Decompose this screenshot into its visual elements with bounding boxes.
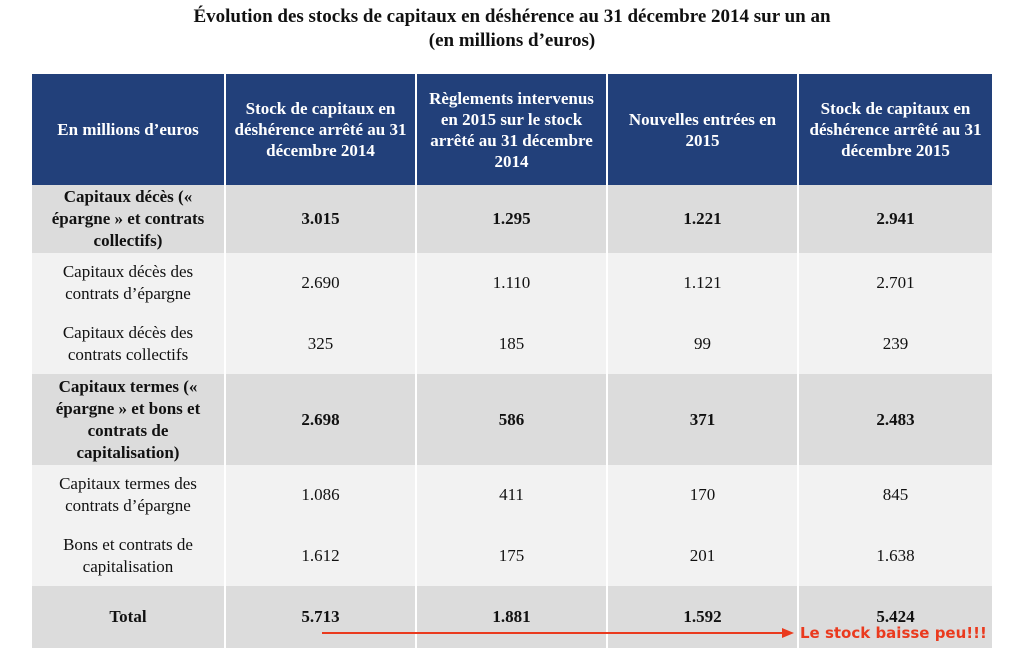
row-label: Capitaux décès des contrats collectifs: [32, 313, 226, 374]
row-label: Capitaux termes (« épargne » et bons et …: [32, 374, 226, 465]
header-cell-label: En millions d’euros: [32, 74, 226, 185]
title-line-1: Évolution des stocks de capitaux en désh…: [193, 6, 831, 27]
cell-nouvelles-entrees: 1.221: [607, 185, 799, 253]
table-row-deces-collectifs: Capitaux décès des contrats collectifs 3…: [32, 313, 992, 374]
cell-stock-2014: 3.015: [225, 185, 417, 253]
annotation-arrow-icon: [322, 628, 794, 638]
cell-reglements: 185: [416, 313, 608, 374]
row-label: Bons et contrats de capitalisation: [32, 525, 226, 586]
cell-stock-2015: 2.483: [798, 374, 992, 465]
cell-stock-2015: 239: [798, 313, 992, 374]
row-label: Total: [32, 586, 226, 648]
cell-nouvelles-entrees: 201: [607, 525, 799, 586]
cell-stock-2015: 5.424: [798, 586, 992, 648]
table-row-total: Total 5.713 1.881 1.592 5.424: [32, 586, 992, 648]
table-row-capitaux-deces: Capitaux décès (« épargne » et contrats …: [32, 185, 992, 253]
table-row-capitaux-termes: Capitaux termes (« épargne » et bons et …: [32, 374, 992, 465]
cell-reglements: 411: [416, 465, 608, 525]
table-row-bons-contrats: Bons et contrats de capitalisation 1.612…: [32, 525, 992, 586]
cell-reglements: 1.110: [416, 253, 608, 313]
header-cell-stock-2015: Stock de capitaux en déshérence arrêté a…: [798, 74, 992, 185]
table-row-deces-epargne: Capitaux décès des contrats d’épargne 2.…: [32, 253, 992, 313]
cell-reglements: 1.295: [416, 185, 608, 253]
cell-reglements: 175: [416, 525, 608, 586]
cell-reglements: 1.881: [416, 586, 608, 648]
cell-reglements: 586: [416, 374, 608, 465]
header-cell-stock-2014: Stock de capitaux en déshérence arrêté a…: [225, 74, 417, 185]
stocks-table: En millions d’euros Stock de capitaux en…: [32, 74, 992, 648]
cell-stock-2015: 845: [798, 465, 992, 525]
cell-stock-2014: 2.690: [225, 253, 417, 313]
cell-stock-2014: 325: [225, 313, 417, 374]
cell-nouvelles-entrees: 170: [607, 465, 799, 525]
row-label: Capitaux décès (« épargne » et contrats …: [32, 185, 226, 253]
cell-nouvelles-entrees: 371: [607, 374, 799, 465]
header-cell-nouvelles-entrees: Nouvelles entrées en 2015: [607, 74, 799, 185]
table-row-termes-epargne: Capitaux termes des contrats d’épargne 1…: [32, 465, 992, 525]
cell-stock-2014: 2.698: [225, 374, 417, 465]
title-line-2: (en millions d’euros): [428, 30, 596, 51]
row-label: Capitaux termes des contrats d’épargne: [32, 465, 226, 525]
header-cell-reglements-2015: Règlements intervenus en 2015 sur le sto…: [416, 74, 608, 185]
cell-stock-2014: 1.086: [225, 465, 417, 525]
cell-stock-2014: 5.713: [225, 586, 417, 648]
cell-nouvelles-entrees: 1.121: [607, 253, 799, 313]
cell-stock-2014: 1.612: [225, 525, 417, 586]
cell-nouvelles-entrees: 1.592: [607, 586, 799, 648]
header-row: En millions d’euros Stock de capitaux en…: [32, 74, 992, 185]
cell-stock-2015: 1.638: [798, 525, 992, 586]
table-title: Évolution des stocks de capitaux en désh…: [0, 5, 1024, 53]
annotation-text: Le stock baisse peu!!!: [800, 624, 987, 642]
cell-stock-2015: 2.941: [798, 185, 992, 253]
cell-nouvelles-entrees: 99: [607, 313, 799, 374]
row-label: Capitaux décès des contrats d’épargne: [32, 253, 226, 313]
cell-stock-2015: 2.701: [798, 253, 992, 313]
